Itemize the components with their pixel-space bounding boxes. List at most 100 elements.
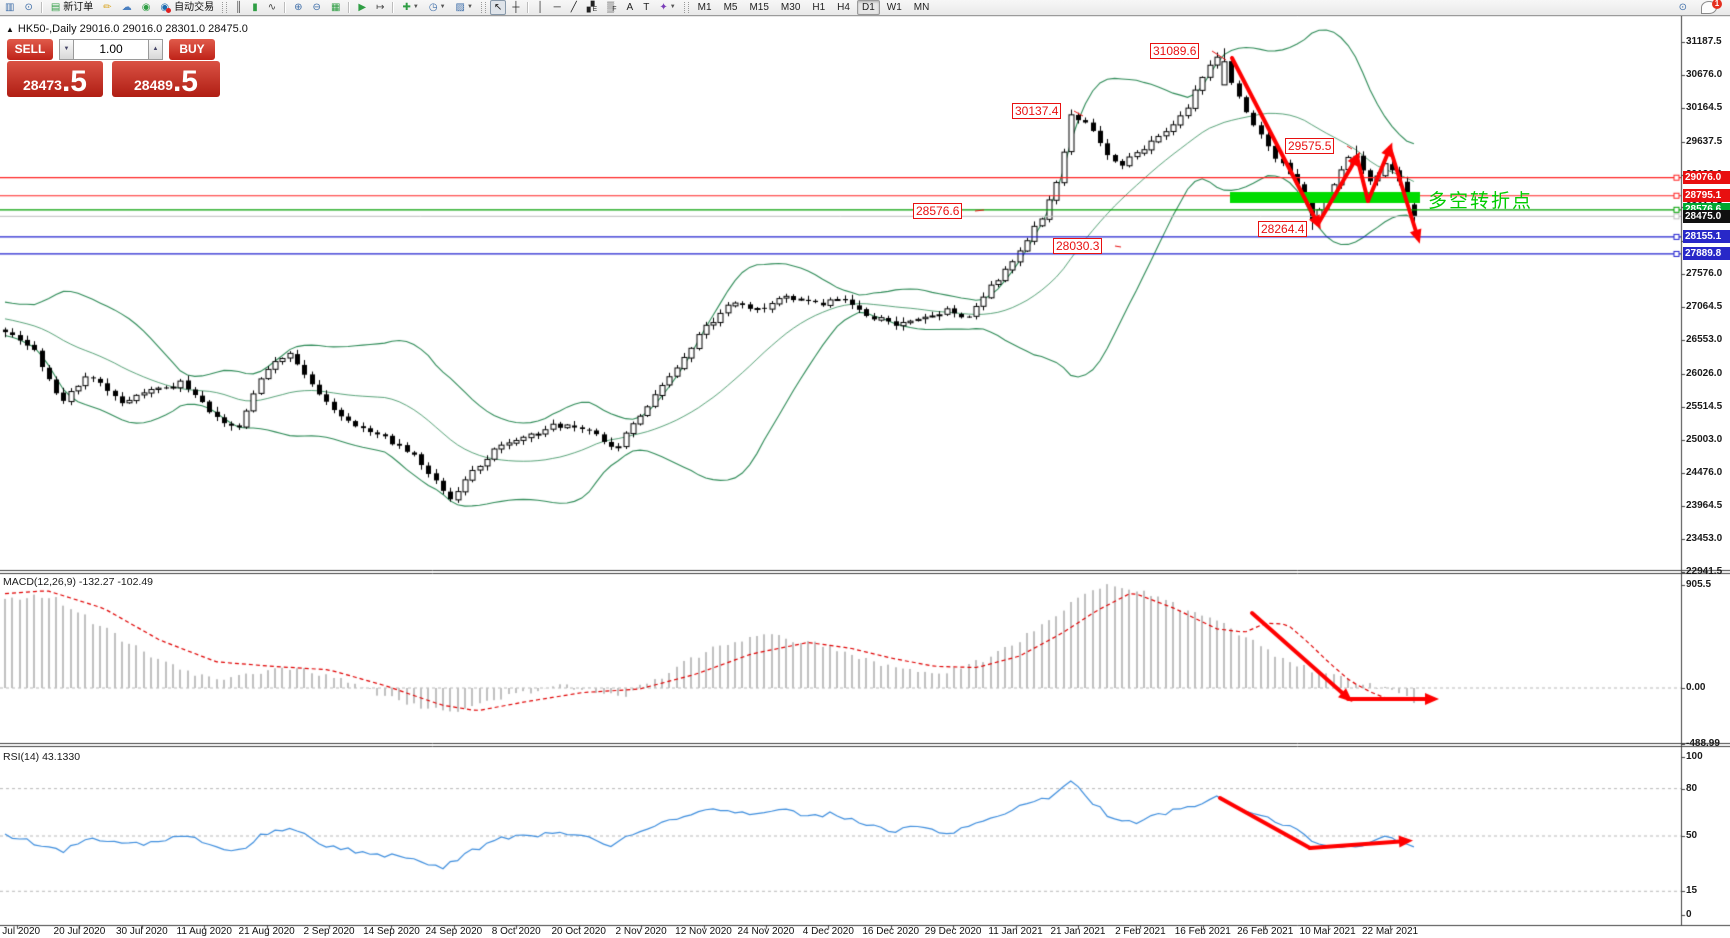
- crosshair-tool-icon[interactable]: ┼: [508, 0, 523, 15]
- periods-icon: ◷: [428, 2, 438, 13]
- candle-chart-mode-icon[interactable]: ▮: [248, 0, 262, 15]
- autotrading-button[interactable]: ◉ 自动交易: [156, 0, 218, 15]
- price-callout-label[interactable]: 28030.3: [1053, 238, 1103, 254]
- price-axis-tick: 22941.5: [1686, 566, 1723, 577]
- cursor-tool-icon[interactable]: ↖: [489, 0, 507, 15]
- timeframe-button-h1[interactable]: H1: [812, 2, 826, 13]
- rsi-axis-tick: 100: [1686, 751, 1703, 762]
- zoom-out-icon[interactable]: ⊖: [309, 0, 325, 15]
- signals-icon: ◉: [141, 2, 151, 13]
- tile-windows-icon[interactable]: ▦: [327, 0, 344, 15]
- horizontal-line-tool-icon[interactable]: ─: [550, 0, 565, 15]
- date-axis-label: 14 Sep 2020: [363, 926, 420, 937]
- periods-icon[interactable]: ◷ ▼: [425, 0, 450, 15]
- date-axis-label: 26 Feb 2021: [1237, 926, 1294, 937]
- price-level-tag: 28475.0: [1683, 209, 1730, 223]
- turning-point-annotation[interactable]: 多空转折点: [1428, 191, 1534, 212]
- pane-divider-rsi[interactable]: [0, 742, 1730, 747]
- ask-price-panel[interactable]: 28489.5: [112, 61, 220, 97]
- timeframe-button-mn[interactable]: MN: [913, 2, 930, 13]
- zoom-in-icon[interactable]: ⊕: [290, 0, 306, 15]
- toolbar-separator: [392, 2, 395, 13]
- price-level-tag: 27889.8: [1683, 247, 1730, 261]
- text-tool-icon[interactable]: A: [623, 0, 638, 15]
- arrows-tool-icon[interactable]: ✦ ▼: [655, 0, 679, 15]
- date-axis-label: 24 Sep 2020: [425, 926, 483, 937]
- price-axis-tick: 29637.5: [1686, 135, 1723, 147]
- date-axis-label: 24 Nov 2020: [737, 926, 795, 937]
- chat-bubble-icon: 1: [1701, 0, 1722, 14]
- signals-icon[interactable]: ◉: [138, 0, 155, 15]
- new-order-button[interactable]: ▤ 新订单: [47, 0, 97, 15]
- equidistant-channel-tool-icon[interactable]: ▞ E: [586, 2, 598, 13]
- search-icon[interactable]: ⊙: [1675, 0, 1691, 15]
- volume-increase-button[interactable]: ▲: [148, 39, 163, 60]
- label-tool-icon: T: [643, 2, 650, 13]
- highlighter-icon[interactable]: ✏: [99, 0, 115, 15]
- collapse-quote-panel-icon[interactable]: ▲: [6, 25, 14, 34]
- buy-button[interactable]: BUY: [169, 39, 215, 60]
- toolbar-separator: [40, 2, 43, 13]
- price-callout-label[interactable]: 28576.6: [913, 203, 963, 219]
- chevron-down-icon[interactable]: ▼: [412, 4, 419, 10]
- bar-chart-mode-icon[interactable]: ║: [231, 0, 246, 15]
- bid-price-panel[interactable]: 28473.5: [7, 61, 103, 97]
- auto-scroll-icon: ▶: [358, 2, 367, 13]
- charts-window-icon: ▥: [5, 2, 15, 13]
- toolbar-separator: [348, 2, 351, 13]
- volume-decrease-button[interactable]: ▼: [59, 39, 74, 60]
- timeframe-button-w1[interactable]: W1: [886, 2, 902, 13]
- vertical-line-tool-icon: │: [537, 2, 544, 13]
- trendline-tool-icon[interactable]: ╱: [567, 0, 581, 15]
- auto-scroll-icon[interactable]: ▶: [354, 0, 370, 15]
- date-axis-label: 20 Oct 2020: [551, 926, 606, 937]
- label-tool-icon[interactable]: T: [639, 0, 653, 15]
- rsi-axis-tick: 15: [1686, 885, 1698, 897]
- preview-icon[interactable]: ⊙: [20, 0, 36, 15]
- contacts-icon[interactable]: ☁: [118, 0, 136, 15]
- templates-icon[interactable]: ▨ ▼: [452, 0, 477, 15]
- price-callout-label[interactable]: 31089.6: [1150, 43, 1200, 59]
- chevron-down-icon[interactable]: ▼: [466, 4, 473, 10]
- candle-chart-mode-icon: ▮: [252, 2, 258, 13]
- chevron-down-icon[interactable]: ▼: [439, 4, 446, 10]
- price-axis-tick: 30164.5: [1686, 101, 1723, 113]
- fibonacci-tool-icon[interactable]: ▒ F: [607, 2, 617, 13]
- toolbar-grip[interactable]: [683, 2, 689, 13]
- toolbar-grip[interactable]: [222, 2, 228, 13]
- vertical-line-tool-icon[interactable]: │: [533, 0, 547, 15]
- timeframe-button-h4[interactable]: H4: [837, 2, 850, 13]
- indicators-icon[interactable]: ✚ ▼: [398, 0, 422, 15]
- rsi-indicator-label: RSI(14) 43.1330: [3, 751, 81, 763]
- date-axis-label: 29 Dec 2020: [924, 926, 982, 937]
- line-chart-mode-icon[interactable]: ∿: [264, 0, 280, 15]
- price-callout-label[interactable]: 29575.5: [1285, 138, 1335, 154]
- charts-window-icon[interactable]: ▥: [1, 0, 18, 15]
- volume-input[interactable]: [74, 39, 148, 60]
- chart-shift-icon[interactable]: ↦: [372, 0, 388, 15]
- chevron-down-icon[interactable]: ▼: [669, 4, 676, 10]
- bid-price-main: 28473: [23, 77, 62, 93]
- price-callout-label[interactable]: 28264.4: [1258, 221, 1308, 237]
- date-axis-label: 11 Jan 2021: [988, 926, 1043, 937]
- timeframe-button-m1[interactable]: M1: [697, 2, 712, 13]
- zoom-in-icon: ⊕: [294, 2, 303, 13]
- contacts-icon: ☁: [121, 2, 132, 13]
- timeframe-button-d1[interactable]: D1: [856, 0, 880, 15]
- date-axis-label: 4 Dec 2020: [802, 926, 854, 937]
- toolbar-grip[interactable]: [480, 2, 486, 13]
- pane-divider-macd[interactable]: [0, 569, 1730, 574]
- timeframe-button-m5[interactable]: M5: [723, 2, 738, 13]
- price-callout-label[interactable]: 30137.4: [1012, 103, 1062, 119]
- tile-windows-icon: ▦: [330, 2, 341, 13]
- price-level-tag: 28795.1: [1683, 189, 1730, 203]
- timeframe-button-m30[interactable]: M30: [780, 2, 801, 13]
- new-order-button-label: 新订单: [63, 2, 94, 13]
- sell-button[interactable]: SELL: [7, 39, 53, 60]
- price-axis-tick: 27576.0: [1686, 268, 1723, 280]
- macd-axis-tick: 0.00: [1686, 682, 1706, 693]
- timeframe-button-m15[interactable]: M15: [749, 2, 769, 13]
- notifications-button[interactable]: 1: [1693, 0, 1729, 15]
- date-axis-label: 8 Jul 2020: [0, 926, 41, 937]
